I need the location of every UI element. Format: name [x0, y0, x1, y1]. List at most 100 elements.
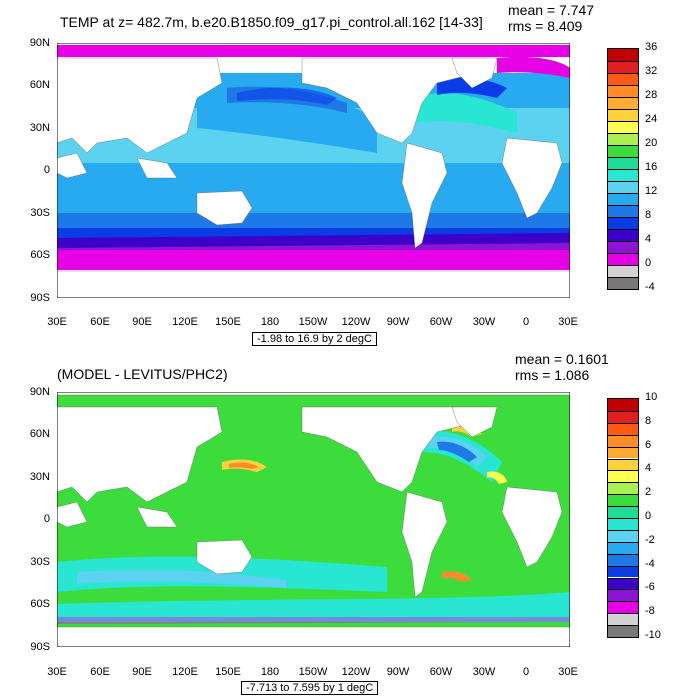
lat-label: 90S — [30, 292, 50, 304]
colorbar-label: 32 — [645, 65, 658, 77]
colorbar-segment — [608, 229, 638, 241]
colorbar-label: 4 — [645, 462, 652, 475]
colorbar-segment — [608, 217, 638, 229]
mean-value: mean = 7.747 — [508, 2, 595, 18]
colorbar-segment — [608, 625, 638, 637]
colorbar-label: 8 — [645, 414, 652, 427]
lon-label: 30W — [472, 666, 496, 678]
colorbar-label: 20 — [645, 137, 658, 149]
colorbar-segment — [608, 277, 638, 289]
colorbar-segment — [608, 205, 638, 217]
colorbar-segment — [608, 553, 638, 566]
colorbar-label: -8 — [645, 605, 655, 618]
lat-label: 60S — [30, 249, 50, 261]
colorbar-segment — [608, 85, 638, 97]
colorbar-segment — [608, 482, 638, 495]
lon-label: 60W — [429, 666, 453, 678]
colorbar — [607, 398, 639, 638]
colorbar-segment — [608, 109, 638, 121]
lon-label: 90E — [132, 666, 152, 678]
colorbar-segment — [608, 577, 638, 590]
colorbar-label: 10 — [645, 391, 658, 403]
lon-label: 120E — [172, 666, 198, 678]
lat-label: 0 — [43, 513, 50, 525]
lat-label: 90S — [30, 641, 50, 653]
colorbar-segment — [608, 410, 638, 423]
lon-label: 0 — [522, 316, 530, 328]
colorbar-segment — [608, 518, 638, 530]
lat-label: 60N — [29, 428, 50, 440]
lon-label: 90E — [132, 316, 152, 328]
lon-label: 90W — [386, 316, 410, 328]
colorbar-segment — [608, 145, 638, 157]
colorbar-label: 6 — [645, 438, 652, 451]
contour-range-box: -7.713 to 7.595 by 1 degC — [241, 681, 379, 695]
lat-label: 60N — [29, 79, 50, 91]
lon-label: 150E — [215, 666, 241, 678]
colorbar-segment — [608, 458, 638, 471]
lon-label: 30E — [558, 666, 578, 678]
colorbar-label: -4 — [645, 557, 655, 570]
lon-label: 60W — [429, 316, 453, 328]
colorbar-segment — [608, 494, 638, 507]
colorbar-segment — [608, 565, 638, 578]
lon-label: 60E — [90, 666, 110, 678]
colorbar-segment — [608, 49, 638, 61]
lat-label: 60S — [30, 598, 50, 610]
colorbar-label: 8 — [645, 209, 652, 221]
colorbar-label: 36 — [645, 41, 658, 53]
temperature-map — [57, 43, 570, 298]
rms-value: rms = 1.086 — [515, 367, 590, 383]
colorbar-segment — [608, 61, 638, 73]
colorbar-segment — [608, 446, 638, 459]
colorbar-label: 24 — [645, 113, 658, 125]
colorbar-label: 28 — [645, 89, 658, 101]
contour-range-box: -1.98 to 16.9 by 2 degC — [252, 332, 377, 346]
lon-label: 150E — [215, 316, 241, 328]
colorbar-segment — [608, 399, 638, 411]
colorbar-label: 0 — [645, 257, 652, 269]
colorbar-segment — [608, 133, 638, 145]
colorbar-label: -2 — [645, 533, 655, 546]
colorbar — [607, 48, 639, 290]
lon-label: 60E — [90, 316, 110, 328]
lon-label: 180 — [260, 316, 280, 328]
colorbar-segment — [608, 434, 638, 447]
lon-label: 0 — [522, 666, 530, 678]
colorbar-segment — [608, 241, 638, 253]
lon-label: 120W — [341, 316, 371, 328]
lon-label: 90W — [386, 666, 410, 678]
lon-label: 150W — [298, 666, 328, 678]
lat-label: 90N — [29, 386, 50, 398]
lon-label: 120E — [172, 316, 198, 328]
lon-label: 30E — [47, 316, 67, 328]
colorbar-label: 4 — [645, 233, 652, 245]
colorbar-segment — [608, 601, 638, 614]
colorbar-label: -10 — [645, 629, 661, 641]
lat-label: 0 — [43, 164, 50, 176]
colorbar-label: -6 — [645, 581, 655, 594]
lat-label: 90N — [29, 37, 50, 49]
lon-label: 180 — [260, 666, 280, 678]
colorbar-segment — [608, 265, 638, 277]
colorbar-label: 2 — [645, 486, 652, 499]
lat-label: 30S — [30, 556, 50, 568]
lat-label: 30N — [29, 122, 50, 134]
panel-title: TEMP at z= 482.7m, b.e20.B1850.f09_g17.p… — [60, 14, 483, 30]
lat-label: 30N — [29, 471, 50, 483]
colorbar-segment — [608, 193, 638, 205]
lon-label: 30E — [47, 666, 67, 678]
lon-label: 30E — [558, 316, 578, 328]
difference-map — [57, 392, 570, 647]
colorbar-segment — [608, 541, 638, 554]
colorbar-segment — [608, 422, 638, 435]
colorbar-label: 0 — [645, 510, 652, 522]
lon-label: 150W — [298, 316, 328, 328]
colorbar-segment — [608, 157, 638, 169]
colorbar-segment — [608, 253, 638, 265]
lon-label: 30W — [472, 316, 496, 328]
colorbar-segment — [608, 181, 638, 193]
colorbar-segment — [608, 73, 638, 85]
colorbar-segment — [608, 470, 638, 483]
colorbar-segment — [608, 97, 638, 109]
